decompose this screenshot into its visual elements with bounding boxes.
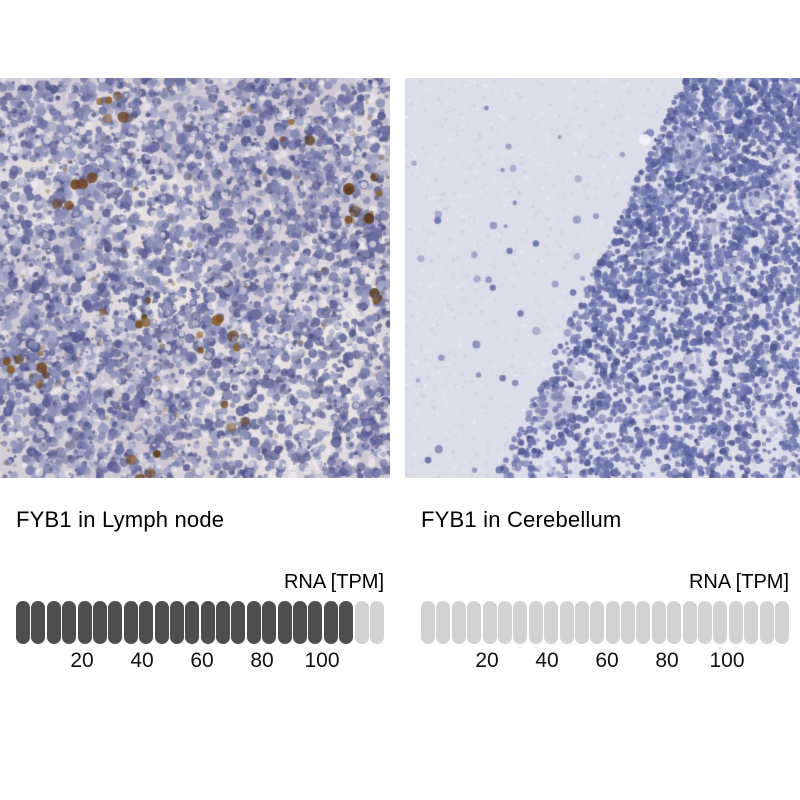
tpm-segment	[759, 601, 774, 644]
tpm-segment	[513, 601, 528, 644]
tick-label: 20	[475, 649, 499, 672]
tpm-segment	[421, 601, 435, 644]
tpm-segment	[559, 601, 574, 644]
tpm-segment	[369, 601, 384, 644]
tpm-segment	[216, 601, 231, 644]
panel-lymph-node: FYB1 in Lymph node RNA [TPM] 20 40 60 80 100	[0, 78, 390, 674]
tpm-segment	[139, 601, 154, 644]
tick-label: 40	[130, 649, 154, 672]
figure-panels: FYB1 in Lymph node RNA [TPM] 20 40 60 80 100…	[0, 78, 800, 674]
panel-caption-lymph-node: FYB1 in Lymph node	[16, 507, 225, 532]
tpm-segment	[682, 601, 697, 644]
tpm-segment	[185, 601, 200, 644]
tpm-segment	[544, 601, 559, 644]
tpm-segment	[77, 601, 92, 644]
tpm-segment	[744, 601, 759, 644]
tpm-segment	[482, 601, 497, 644]
tpm-pill-bar	[421, 601, 789, 644]
rna-tpm-label: RNA [TPM]	[283, 571, 384, 593]
tpm-segment	[154, 601, 169, 644]
tpm-segment	[323, 601, 338, 644]
tpm-segment	[574, 601, 589, 644]
tpm-segment	[339, 601, 354, 644]
tpm-segment	[123, 601, 138, 644]
cerebellum-ihc-image[interactable]	[405, 78, 800, 478]
tpm-segment	[231, 601, 246, 644]
lymph-node-ihc-image[interactable]	[0, 78, 390, 478]
rna-tpm-label: RNA [TPM]	[688, 571, 789, 593]
tpm-segment	[651, 601, 666, 644]
tpm-segment	[636, 601, 651, 644]
tick-label: 40	[535, 649, 559, 672]
tpm-axis-ticks: 20 40 60 80 100	[16, 648, 384, 674]
rna-expression-bar-cerebellum: RNA [TPM] 20 40 60 80 100	[405, 571, 789, 674]
tpm-segment	[728, 601, 743, 644]
tpm-segment	[621, 601, 636, 644]
tpm-segment	[497, 601, 512, 644]
tick-label: 60	[595, 649, 619, 672]
tpm-segment	[31, 601, 46, 644]
tpm-segment	[169, 601, 184, 644]
tpm-segment	[698, 601, 713, 644]
tpm-segment	[590, 601, 605, 644]
tick-label: 60	[190, 649, 214, 672]
tpm-segment	[92, 601, 107, 644]
tick-label: 100	[709, 649, 745, 672]
tpm-segment	[46, 601, 61, 644]
tpm-segment	[108, 601, 123, 644]
tpm-segment	[262, 601, 277, 644]
tpm-pill-bar	[16, 601, 384, 644]
tpm-segment	[16, 601, 30, 644]
tpm-segment	[246, 601, 261, 644]
tpm-segment	[436, 601, 451, 644]
panel-cerebellum: FYB1 in Cerebellum RNA [TPM] 20 40 60 80 100	[405, 78, 800, 674]
tick-label: 20	[70, 649, 94, 672]
tpm-segment	[200, 601, 215, 644]
tpm-segment	[774, 601, 789, 644]
panel-caption-cerebellum: FYB1 in Cerebellum	[421, 507, 622, 532]
tpm-segment	[354, 601, 369, 644]
tpm-segment	[277, 601, 292, 644]
tpm-segment	[467, 601, 482, 644]
tpm-segment	[713, 601, 728, 644]
tick-label: 80	[655, 649, 679, 672]
rna-expression-bar-lymph-node: RNA [TPM] 20 40 60 80 100	[0, 571, 384, 674]
tpm-segment	[308, 601, 323, 644]
tpm-segment	[667, 601, 682, 644]
tpm-axis-ticks: 20 40 60 80 100	[421, 648, 789, 674]
tick-label: 80	[250, 649, 274, 672]
tpm-segment	[605, 601, 620, 644]
tpm-segment	[528, 601, 543, 644]
tick-label: 100	[304, 649, 340, 672]
tpm-segment	[451, 601, 466, 644]
tpm-segment	[293, 601, 308, 644]
tpm-segment	[62, 601, 77, 644]
